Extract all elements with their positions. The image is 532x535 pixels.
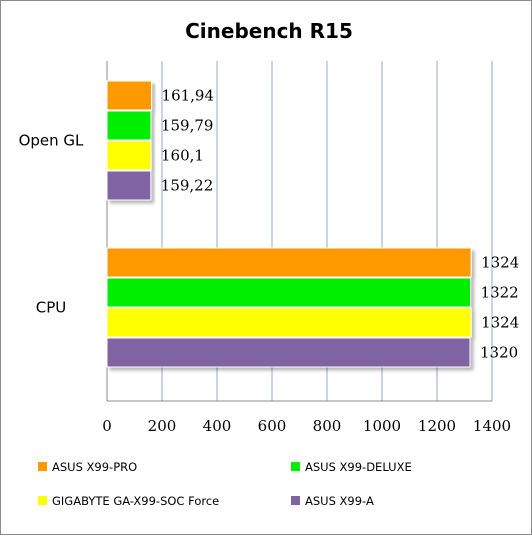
x-tick-label: 600: [258, 417, 287, 435]
legend-label: ASUS X99-A: [305, 494, 374, 508]
legend: ASUS X99-PRO ASUS X99-DELUXE GIGABYTE GA-X…: [38, 460, 412, 508]
category-label: Open GL: [19, 132, 84, 150]
data-label: 159,79: [161, 117, 214, 135]
x-tick-label: 1000: [363, 417, 401, 435]
data-label: 161,94: [162, 87, 215, 105]
legend-swatch: [291, 462, 300, 471]
legend-label: ASUS X99-PRO: [52, 460, 137, 474]
bar: [106, 140, 152, 171]
x-tick-label: 800: [313, 417, 342, 435]
x-tick-label: 1400: [473, 417, 511, 435]
data-label: 1324: [481, 314, 519, 332]
chart-title: Cinebench R15: [185, 19, 353, 43]
plot-area: 0 200 400 600 800 1000 1200 1400 Open GL 161,94 15…: [19, 61, 519, 435]
bar: [106, 277, 472, 308]
legend-label: GIGABYTE GA-X99-SOC Force: [52, 494, 219, 508]
x-tick-label: 200: [148, 417, 177, 435]
data-label: 159,22: [161, 177, 214, 195]
bar: [106, 80, 153, 111]
bar: [106, 170, 152, 201]
bar: [106, 337, 471, 368]
x-tick-label: 400: [203, 417, 232, 435]
legend-swatch: [38, 496, 47, 505]
category-label: CPU: [36, 299, 67, 317]
x-tick-label: 1200: [418, 417, 456, 435]
data-label: 160,1: [161, 147, 204, 165]
bar: [106, 247, 472, 278]
data-label: 1322: [481, 284, 519, 302]
x-tick-label: 0: [102, 417, 112, 435]
legend-label: ASUS X99-DELUXE: [305, 460, 412, 474]
bar: [106, 307, 472, 338]
data-label: 1324: [481, 254, 519, 272]
legend-swatch: [291, 496, 300, 505]
data-label: 1320: [480, 344, 518, 362]
legend-swatch: [38, 462, 47, 471]
bar: [106, 110, 152, 141]
